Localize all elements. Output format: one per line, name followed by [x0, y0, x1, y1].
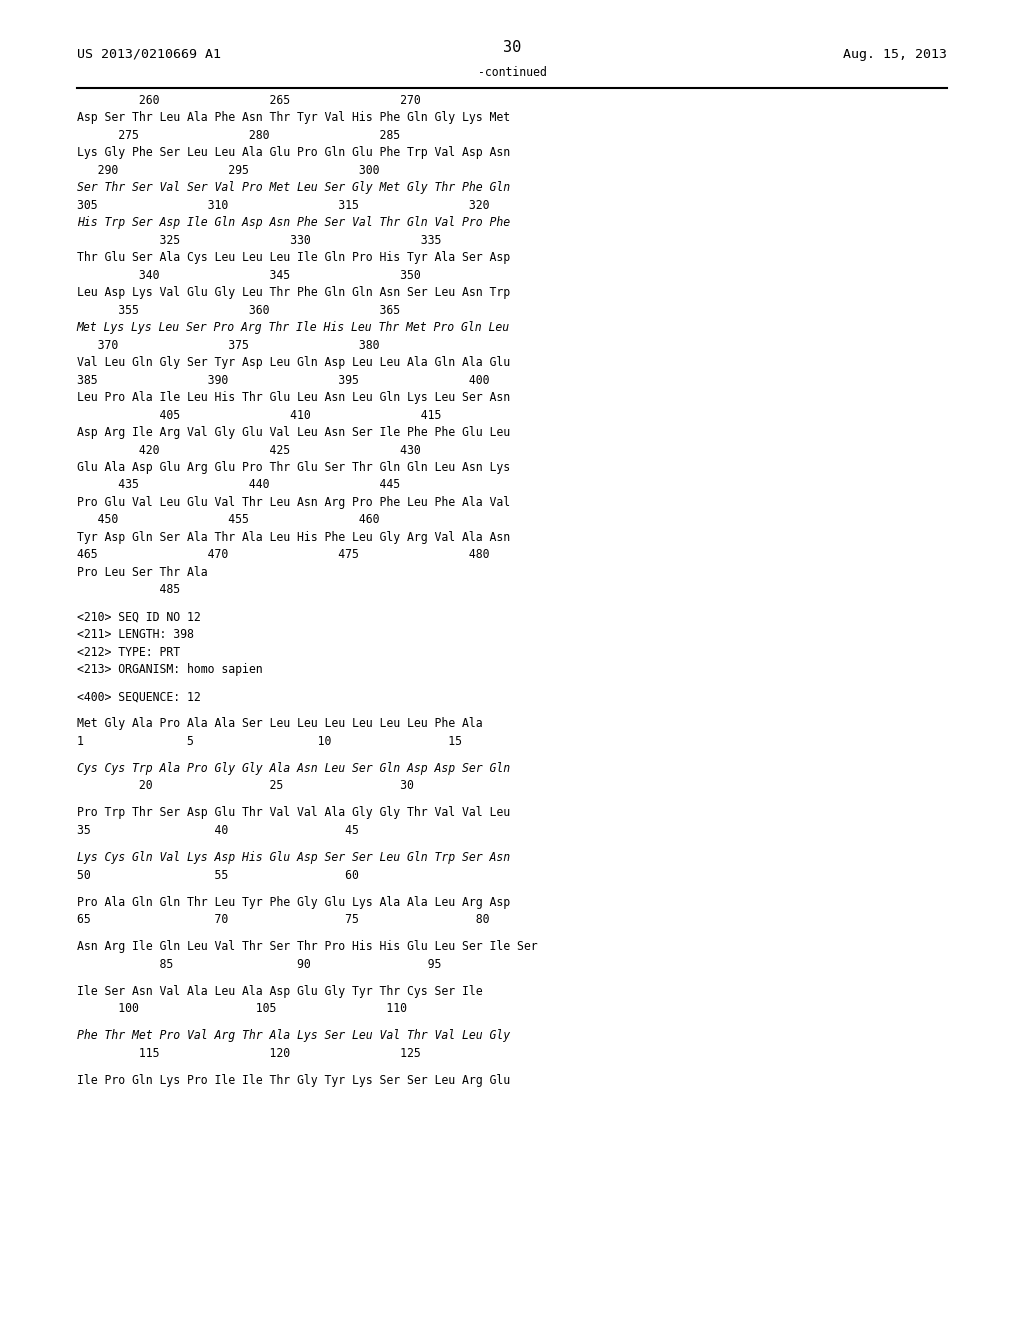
Text: 65                  70                 75                 80: 65 70 75 80	[77, 913, 489, 927]
Text: Aug. 15, 2013: Aug. 15, 2013	[843, 48, 947, 61]
Text: Ile Ser Asn Val Ala Leu Ala Asp Glu Gly Tyr Thr Cys Ser Ile: Ile Ser Asn Val Ala Leu Ala Asp Glu Gly …	[77, 985, 482, 998]
Text: Val Leu Gln Gly Ser Tyr Asp Leu Gln Asp Leu Leu Ala Gln Ala Glu: Val Leu Gln Gly Ser Tyr Asp Leu Gln Asp …	[77, 356, 510, 370]
Text: Met Lys Lys Leu Ser Pro Arg Thr Ile His Leu Thr Met Pro Gln Leu: Met Lys Lys Leu Ser Pro Arg Thr Ile His …	[77, 321, 510, 334]
Text: Ile Pro Gln Lys Pro Ile Ile Thr Gly Tyr Lys Ser Ser Leu Arg Glu: Ile Pro Gln Lys Pro Ile Ile Thr Gly Tyr …	[77, 1074, 510, 1088]
Text: Glu Ala Asp Glu Arg Glu Pro Thr Glu Ser Thr Gln Gln Leu Asn Lys: Glu Ala Asp Glu Arg Glu Pro Thr Glu Ser …	[77, 461, 510, 474]
Text: Met Gly Ala Pro Ala Ala Ser Leu Leu Leu Leu Leu Leu Phe Ala: Met Gly Ala Pro Ala Ala Ser Leu Leu Leu …	[77, 717, 482, 730]
Text: 355                360                365: 355 360 365	[77, 304, 400, 317]
Text: 325                330                335: 325 330 335	[77, 234, 441, 247]
Text: Asp Arg Ile Arg Val Gly Glu Val Leu Asn Ser Ile Phe Phe Glu Leu: Asp Arg Ile Arg Val Gly Glu Val Leu Asn …	[77, 426, 510, 440]
Text: 115                120                125: 115 120 125	[77, 1047, 421, 1060]
Text: 85                  90                 95: 85 90 95	[77, 958, 441, 970]
Text: Thr Glu Ser Ala Cys Leu Leu Leu Ile Gln Pro His Tyr Ala Ser Asp: Thr Glu Ser Ala Cys Leu Leu Leu Ile Gln …	[77, 251, 510, 264]
Text: US 2013/0210669 A1: US 2013/0210669 A1	[77, 48, 221, 61]
Text: 405                410                415: 405 410 415	[77, 408, 441, 421]
Text: 340                345                350: 340 345 350	[77, 268, 421, 281]
Text: Pro Trp Thr Ser Asp Glu Thr Val Val Ala Gly Gly Thr Val Val Leu: Pro Trp Thr Ser Asp Glu Thr Val Val Ala …	[77, 807, 510, 820]
Text: Pro Ala Gln Gln Thr Leu Tyr Phe Gly Glu Lys Ala Ala Leu Arg Asp: Pro Ala Gln Gln Thr Leu Tyr Phe Gly Glu …	[77, 896, 510, 908]
Text: 370                375                380: 370 375 380	[77, 338, 379, 351]
Text: <210> SEQ ID NO 12: <210> SEQ ID NO 12	[77, 611, 201, 623]
Text: 30: 30	[503, 41, 521, 55]
Text: Pro Leu Ser Thr Ala: Pro Leu Ser Thr Ala	[77, 566, 208, 579]
Text: Lys Gly Phe Ser Leu Leu Ala Glu Pro Gln Glu Phe Trp Val Asp Asn: Lys Gly Phe Ser Leu Leu Ala Glu Pro Gln …	[77, 147, 510, 160]
Text: <400> SEQUENCE: 12: <400> SEQUENCE: 12	[77, 690, 201, 704]
Text: Leu Asp Lys Val Glu Gly Leu Thr Phe Gln Gln Asn Ser Leu Asn Trp: Leu Asp Lys Val Glu Gly Leu Thr Phe Gln …	[77, 286, 510, 300]
Text: Tyr Asp Gln Ser Ala Thr Ala Leu His Phe Leu Gly Arg Val Ala Asn: Tyr Asp Gln Ser Ala Thr Ala Leu His Phe …	[77, 531, 510, 544]
Text: Asn Arg Ile Gln Leu Val Thr Ser Thr Pro His His Glu Leu Ser Ile Ser: Asn Arg Ile Gln Leu Val Thr Ser Thr Pro …	[77, 940, 538, 953]
Text: Pro Glu Val Leu Glu Val Thr Leu Asn Arg Pro Phe Leu Phe Ala Val: Pro Glu Val Leu Glu Val Thr Leu Asn Arg …	[77, 496, 510, 510]
Text: 450                455                460: 450 455 460	[77, 513, 379, 527]
Text: 275                280                285: 275 280 285	[77, 128, 400, 141]
Text: 305                310                315                320: 305 310 315 320	[77, 198, 489, 211]
Text: <213> ORGANISM: homo sapien: <213> ORGANISM: homo sapien	[77, 663, 262, 676]
Text: -continued: -continued	[477, 66, 547, 79]
Text: 485: 485	[77, 583, 180, 597]
Text: 100                 105                110: 100 105 110	[77, 1002, 407, 1015]
Text: 260                265                270: 260 265 270	[77, 94, 421, 107]
Text: Cys Cys Trp Ala Pro Gly Gly Ala Asn Leu Ser Gln Asp Asp Ser Gln: Cys Cys Trp Ala Pro Gly Gly Ala Asn Leu …	[77, 762, 510, 775]
Text: <212> TYPE: PRT: <212> TYPE: PRT	[77, 645, 180, 659]
Text: 420                425                430: 420 425 430	[77, 444, 421, 457]
Text: 50                  55                 60: 50 55 60	[77, 869, 358, 882]
Text: 35                  40                 45: 35 40 45	[77, 824, 358, 837]
Text: Ser Thr Ser Val Ser Val Pro Met Leu Ser Gly Met Gly Thr Phe Gln: Ser Thr Ser Val Ser Val Pro Met Leu Ser …	[77, 181, 510, 194]
Text: 385                390                395                400: 385 390 395 400	[77, 374, 489, 387]
Text: Phe Thr Met Pro Val Arg Thr Ala Lys Ser Leu Val Thr Val Leu Gly: Phe Thr Met Pro Val Arg Thr Ala Lys Ser …	[77, 1030, 510, 1043]
Text: 290                295                300: 290 295 300	[77, 164, 379, 177]
Text: 1               5                  10                 15: 1 5 10 15	[77, 735, 462, 747]
Text: Asp Ser Thr Leu Ala Phe Asn Thr Tyr Val His Phe Gln Gly Lys Met: Asp Ser Thr Leu Ala Phe Asn Thr Tyr Val …	[77, 111, 510, 124]
Text: <211> LENGTH: 398: <211> LENGTH: 398	[77, 628, 194, 642]
Text: His Trp Ser Asp Ile Gln Asp Asn Phe Ser Val Thr Gln Val Pro Phe: His Trp Ser Asp Ile Gln Asp Asn Phe Ser …	[77, 216, 510, 230]
Text: 465                470                475                480: 465 470 475 480	[77, 548, 489, 561]
Text: 435                440                445: 435 440 445	[77, 478, 400, 491]
Text: 20                 25                 30: 20 25 30	[77, 779, 414, 792]
Text: Lys Cys Gln Val Lys Asp His Glu Asp Ser Ser Leu Gln Trp Ser Asn: Lys Cys Gln Val Lys Asp His Glu Asp Ser …	[77, 851, 510, 865]
Text: Leu Pro Ala Ile Leu His Thr Glu Leu Asn Leu Gln Lys Leu Ser Asn: Leu Pro Ala Ile Leu His Thr Glu Leu Asn …	[77, 391, 510, 404]
